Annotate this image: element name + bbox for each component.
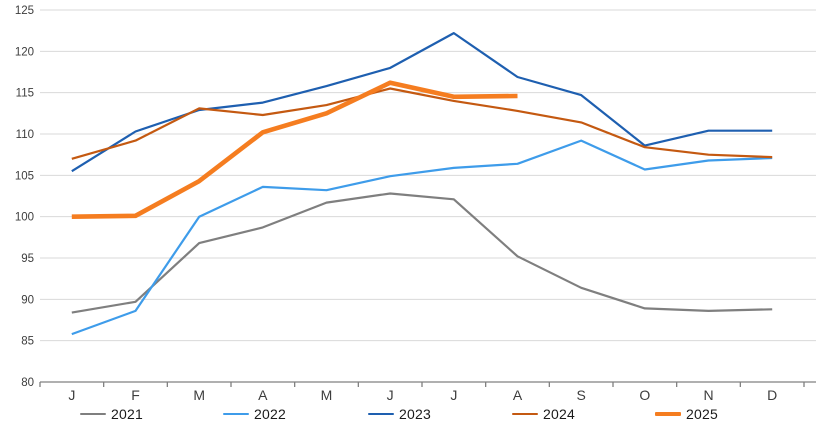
legend-swatch-2021 [80,412,106,416]
legend-swatch-2025 [655,411,681,417]
x-axis-label: A [513,387,523,402]
legend-label: 2022 [254,406,286,422]
y-axis-label: 95 [21,253,34,265]
y-axis-label: 90 [21,294,34,306]
series-line-2024 [71,87,773,160]
x-axis-label: N [703,387,713,402]
y-axis-label: 120 [15,46,34,58]
y-axis-label: 100 [15,212,34,224]
plot-area: 80 85 90 95 100 105 110 115 120 125 J F M A M J J A S O N D [15,5,816,402]
x-axis-label: D [767,387,777,402]
legend-label: 2024 [543,406,575,422]
legend-label: 2025 [686,406,718,422]
legend-item-2022: 2022 [223,403,286,425]
y-axis-label: 85 [21,336,34,348]
x-axis-label: J [68,387,75,402]
legend: 2021 2022 2023 2024 2025 [0,403,820,427]
x-axis-label: S [576,387,585,402]
legend-swatch-2024 [512,412,538,416]
series-line-2022 [71,139,773,336]
x-axis-label: J [450,387,457,402]
x-axis-label: F [131,387,140,402]
legend-label: 2023 [399,406,431,422]
legend-item-2024: 2024 [512,403,575,425]
y-axis-label: 125 [15,5,34,17]
legend-swatch-2022 [223,412,249,416]
legend-item-2025: 2025 [655,403,718,425]
y-axis-label: 115 [16,88,34,100]
x-axis-label: J [387,387,394,402]
legend-item-2021: 2021 [80,403,143,425]
legend-swatch-2023 [368,412,394,416]
series-line-2025 [71,80,518,219]
y-axis-label: 110 [16,129,34,141]
legend-item-2023: 2023 [368,403,431,425]
y-axis-label: 105 [15,170,34,182]
x-axis-label: A [258,387,268,402]
legend-label: 2021 [111,406,143,422]
x-axis-label: M [321,387,333,402]
x-axis-label: M [193,387,205,402]
x-axis-label: O [639,387,650,402]
y-axis-label: 80 [21,377,34,389]
series-line-2021 [71,192,773,314]
